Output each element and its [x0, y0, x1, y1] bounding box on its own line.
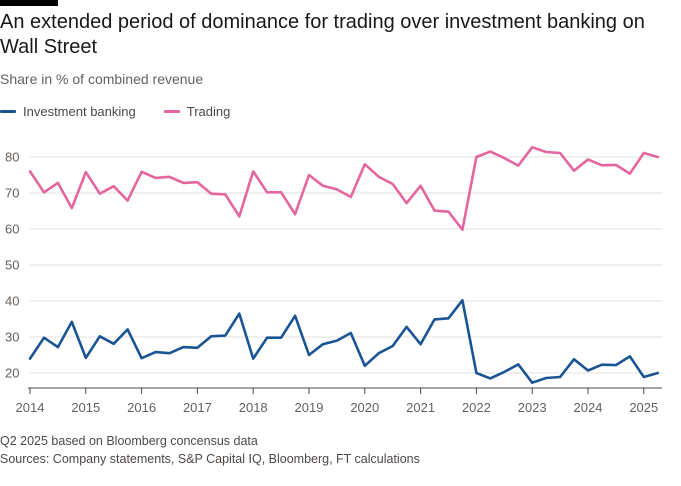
legend-swatch-investment-banking: [0, 109, 16, 113]
y-tick-label-20: 20: [5, 366, 19, 381]
y-tick-label-30: 30: [5, 330, 19, 345]
x-tick-label-2014: 2014: [16, 400, 45, 415]
y-tick-label-80: 80: [5, 150, 19, 165]
x-tick-label-2016: 2016: [127, 400, 156, 415]
x-tick-label-2023: 2023: [518, 400, 547, 415]
y-tick-label-70: 70: [5, 186, 19, 201]
legend-item-trading: Trading: [163, 103, 231, 119]
footnote: Q2 2025 based on Bloomberg concensus dat…: [0, 434, 258, 448]
x-tick-label-2015: 2015: [71, 400, 100, 415]
x-tick-label-2017: 2017: [183, 400, 212, 415]
legend-swatch-trading: [163, 109, 180, 113]
series-lines: [28, 146, 660, 385]
legend-label-investment-banking: Investment banking: [23, 103, 136, 119]
legend-label-trading: Trading: [186, 103, 231, 119]
x-axis: 2014 2015 2016 2017 2018 2019 2020 2021 2022 2023…: [16, 387, 662, 415]
chart-subtitle: Share in % of combined revenue: [0, 71, 204, 87]
x-tick-label-2020: 2020: [350, 400, 379, 415]
x-tick-label-2021: 2021: [406, 400, 435, 415]
legend: Investment banking Trading: [0, 102, 258, 120]
series-line-trading: [28, 146, 660, 231]
chart-title: An extended period of dominance for trad…: [0, 11, 645, 58]
y-axis-tick-labels: 20 30 40 50 60 70 80: [5, 150, 19, 381]
y-tick-label-40: 40: [5, 294, 19, 309]
x-tick-label-2024: 2024: [574, 400, 603, 415]
y-tick-label-50: 50: [5, 258, 19, 273]
x-tick-label-2018: 2018: [239, 400, 268, 415]
gridlines: [30, 156, 662, 374]
x-tick-label-2022: 2022: [462, 400, 491, 415]
x-tick-label-2025: 2025: [629, 400, 658, 415]
x-tick-label-2019: 2019: [295, 400, 324, 415]
legend-item-investment-banking: Investment banking: [0, 104, 136, 119]
brand-bar: [0, 0, 58, 6]
y-tick-label-60: 60: [5, 222, 19, 237]
series-line-investment-banking: [28, 298, 660, 385]
source-note: Sources: Company statements, S&P Capital…: [0, 452, 420, 466]
